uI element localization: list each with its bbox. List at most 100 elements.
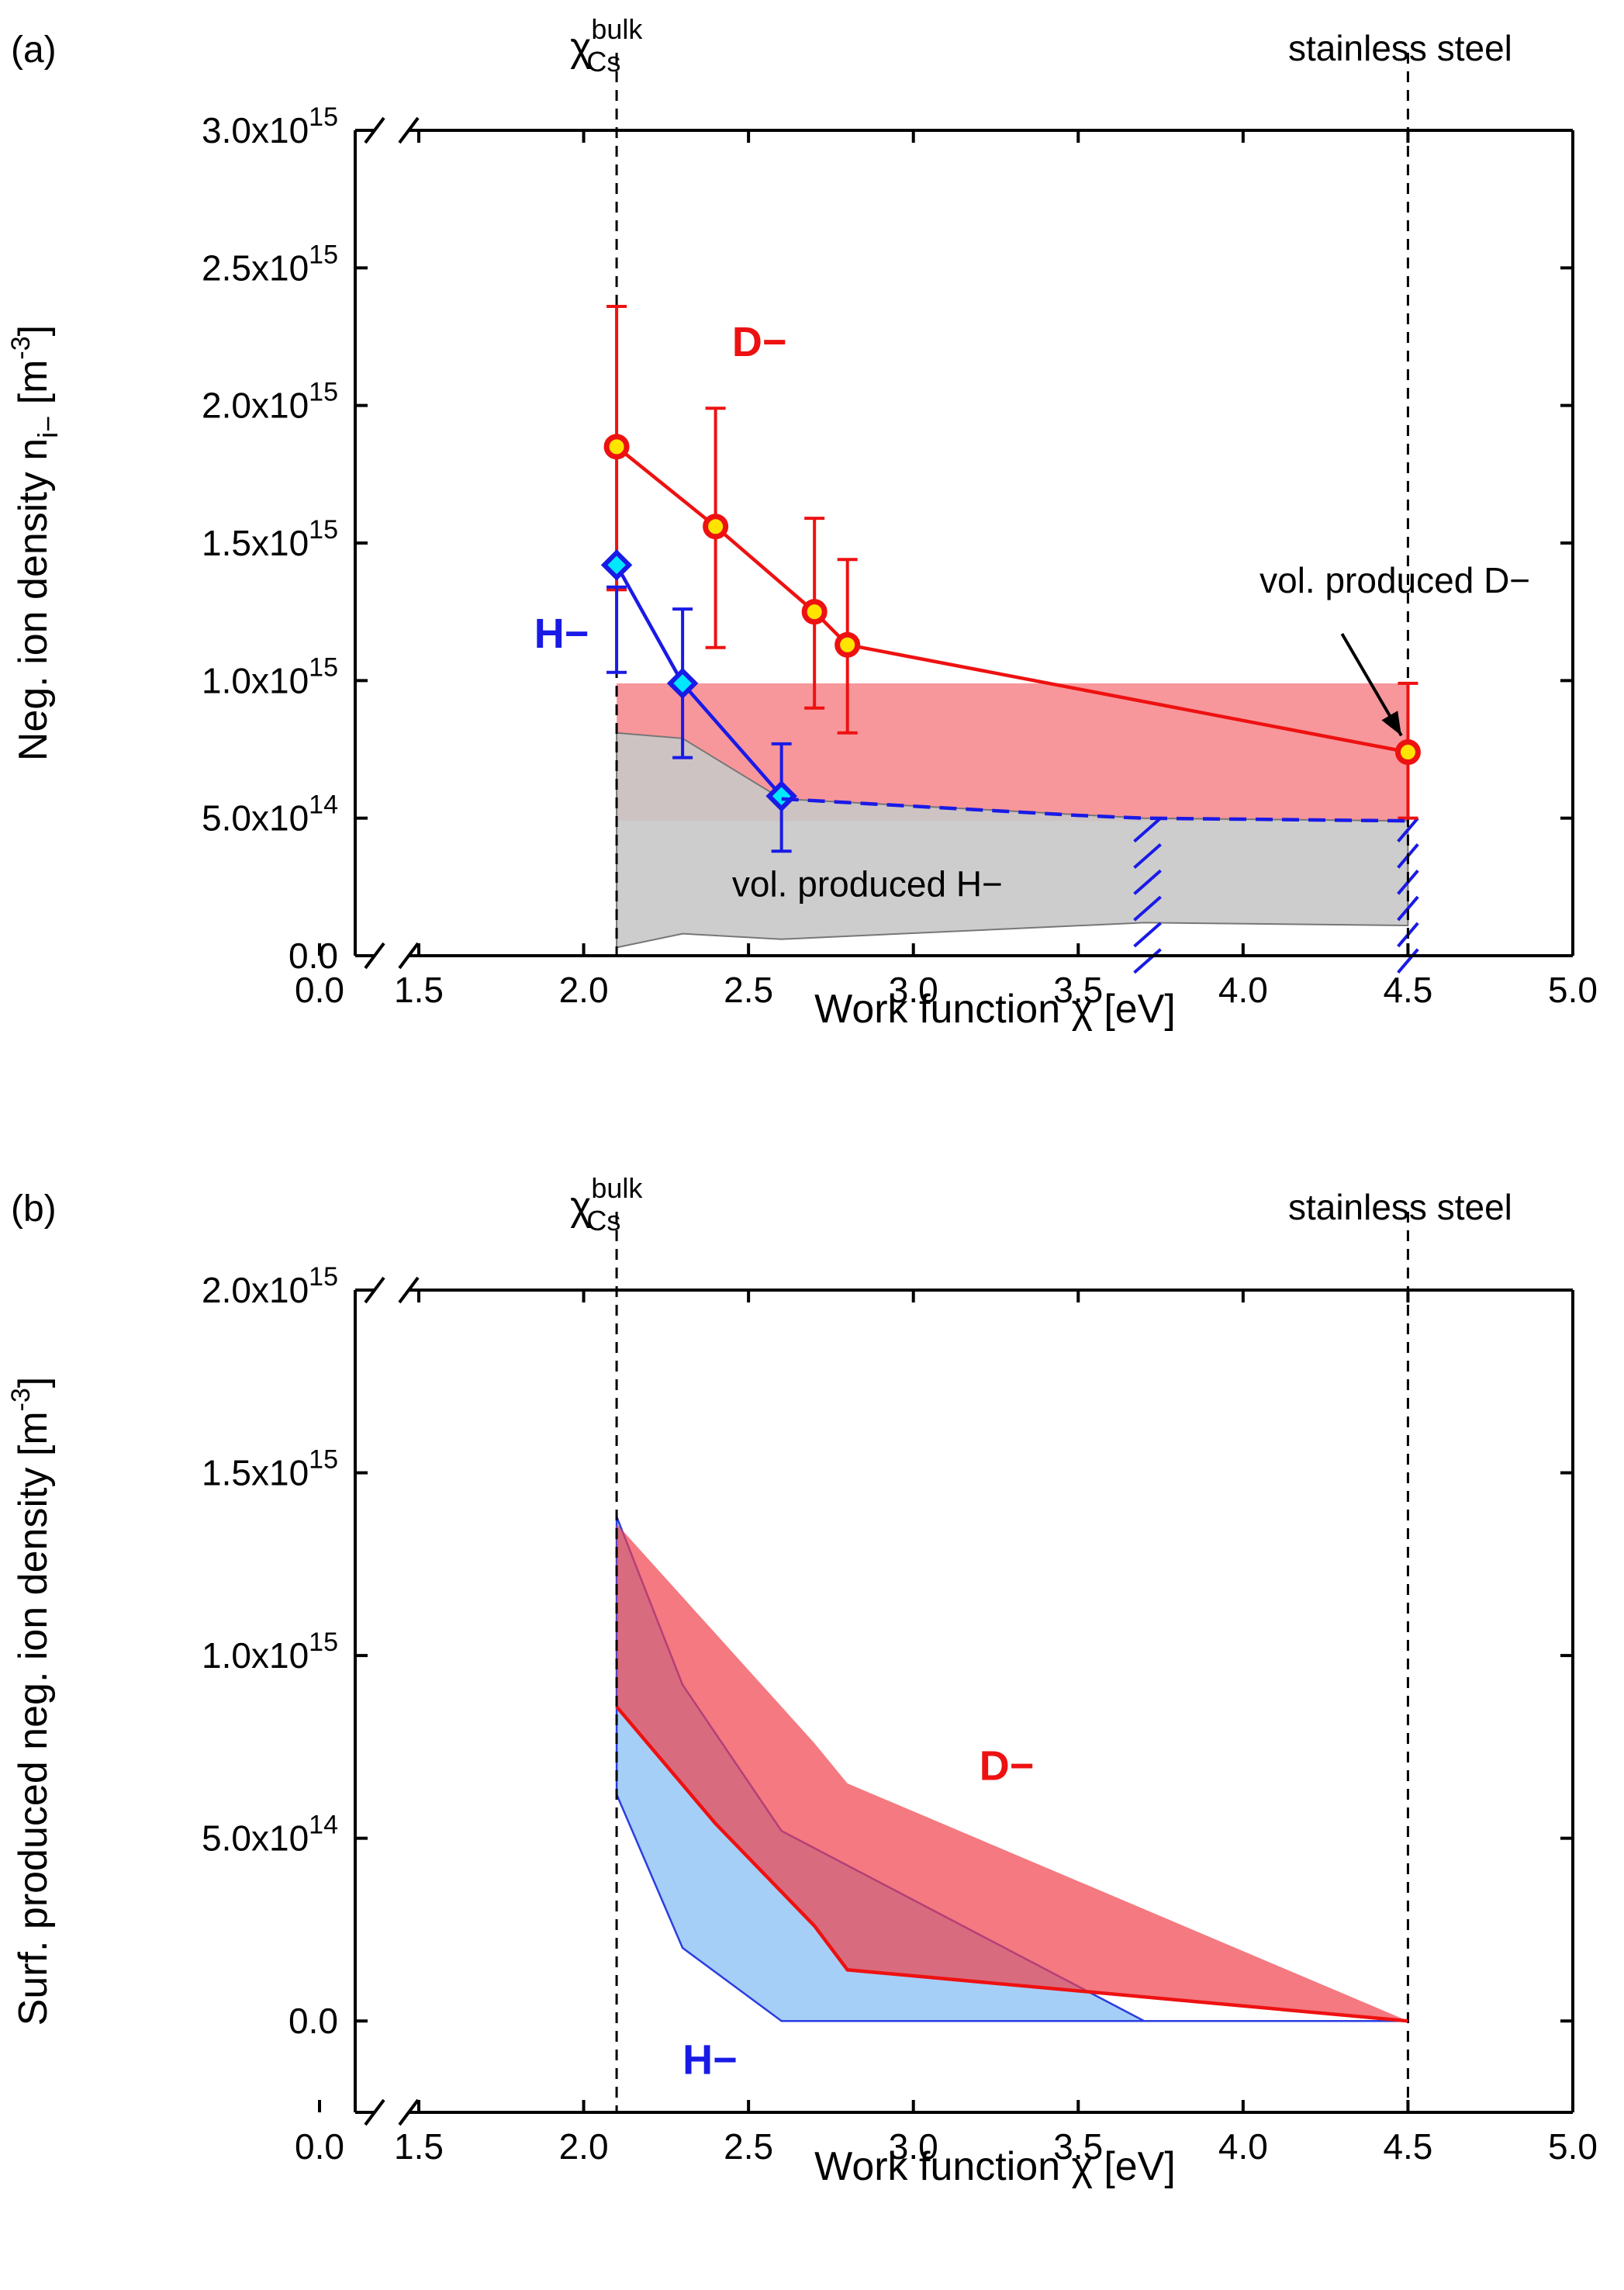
cs-subscript: Cs: [586, 1205, 620, 1237]
y-tick-mantissa: 0.0: [289, 2001, 338, 2041]
chi-cs-bulk-label: χbulk Cs: [570, 13, 643, 78]
chi-symbol: χ: [570, 1184, 591, 1229]
panel-a-chart: χbulk Cs stainless steel D− H− vol. produced …: [6, 13, 1598, 1032]
x-axis-label: Work function χ [eV]: [814, 2144, 1176, 2189]
hatch-line: [1397, 895, 1419, 922]
axes: [318, 116, 1574, 970]
y-tick-mantissa: 2.0x10: [202, 386, 309, 426]
y-axis-label-unit-close: ]: [11, 1377, 56, 1388]
x-tick-label: 3.5: [1053, 970, 1103, 1010]
hatch-line: [1133, 869, 1162, 895]
chi-cs-bulk-label: χbulk Cs: [570, 1172, 643, 1237]
series-annotation: D−: [732, 319, 787, 365]
data-point: [1394, 739, 1421, 766]
y-tick-label: 1.0x1015: [202, 652, 338, 700]
series-line: [615, 1705, 1408, 2023]
x-tick-label: 2.5: [724, 2126, 773, 2167]
x-tick-label: 0.0: [295, 2126, 344, 2167]
y-axis-label: Neg. ion density ni− [m-3]: [6, 325, 64, 761]
x-tick-label: 0.0: [295, 970, 344, 1010]
hatch-line: [1133, 948, 1162, 974]
data-point: [703, 514, 729, 540]
bulk-superscript: bulk: [591, 1172, 643, 1204]
cs-subscript: Cs: [586, 46, 620, 78]
data-point: [801, 599, 828, 625]
axis-break-mark: [398, 116, 420, 144]
y-tick-label: 3.0x1015: [202, 102, 338, 150]
bulk-superscript: bulk: [591, 13, 643, 45]
x-tick-label: 3.5: [1053, 2126, 1103, 2167]
y-tick-mantissa: 5.0x10: [202, 1818, 309, 1859]
hatch-line: [1133, 842, 1162, 869]
panel-b-chart: χbulk Cs stainless steel D− H− 1.5 2.0 2.5 3.0 3.…: [6, 1172, 1598, 2189]
stainless-steel-label: stainless steel: [1288, 1187, 1512, 1227]
x-tick-label: 3.0: [889, 970, 938, 1010]
x-tick-label: 4.0: [1218, 2126, 1268, 2167]
band-second: [616, 732, 1409, 949]
axis-break-mark: [398, 942, 420, 970]
series-line: [781, 797, 1408, 823]
band-first: [617, 683, 1408, 822]
data-point: [600, 549, 633, 581]
hatched-region: [1133, 817, 1162, 974]
panel-label: (a): [11, 29, 57, 71]
y-tick-mantissa: 1.0x10: [202, 1635, 309, 1676]
axis-break-mark: [398, 2098, 420, 2126]
y-tick-exponent: 15: [309, 102, 338, 132]
data-point: [603, 434, 630, 460]
hatch-line: [1133, 922, 1162, 948]
hatch-line: [1133, 817, 1162, 843]
y-tick-mantissa: 1.5x10: [202, 523, 309, 563]
panel-label: (b): [11, 1188, 57, 1230]
y-axis-label: Surf. produced neg. ion density [m-3]: [6, 1377, 56, 2026]
x-tick-label: 1.5: [394, 970, 444, 1010]
axis-break-mark: [364, 942, 385, 970]
stainless-steel-label: stainless steel: [1288, 28, 1512, 68]
x-tick-label: 5.0: [1548, 2126, 1598, 2167]
chi-symbol: χ: [570, 25, 591, 70]
band-second: [617, 1524, 1408, 2022]
y-tick-label: 2.0x1015: [202, 1262, 338, 1310]
data-point: [666, 667, 699, 700]
x-tick-label: 4.5: [1383, 2126, 1432, 2167]
y-axis-label-subscript: i−: [32, 416, 64, 438]
series-annotation: D−: [980, 1742, 1035, 1789]
arrow-head: [1381, 711, 1401, 736]
y-tick-label: 5.0x1014: [202, 790, 338, 839]
x-tick-label: 1.5: [394, 2126, 444, 2167]
x-tick-label: 3.0: [889, 2126, 938, 2167]
y-tick-exponent: 15: [309, 515, 338, 545]
y-axis-label-unit: [m: [11, 360, 56, 416]
y-axis-label-text: Surf. produced neg. ion density: [11, 1468, 56, 2026]
y-tick-exponent: 14: [309, 790, 338, 820]
y-tick-label: 1.5x1015: [202, 515, 338, 563]
y-tick-exponent: 15: [309, 1628, 338, 1657]
hatch-line: [1133, 895, 1162, 922]
y-tick-label: 2.0x1015: [202, 378, 338, 426]
y-tick-label: 0.0: [289, 936, 338, 976]
series-annotation: H−: [534, 611, 589, 657]
axis-break-mark: [364, 1276, 385, 1304]
y-axis-label-text: Neg. ion density n: [11, 438, 56, 761]
y-tick-label: 0.0: [289, 2001, 338, 2041]
y-axis-label-unit-exponent: -3: [6, 336, 36, 359]
axis-break-mark: [364, 116, 385, 144]
y-tick-label: 1.0x1015: [202, 1628, 338, 1676]
y-tick-mantissa: 1.0x10: [202, 660, 309, 700]
y-axis-label-unit-exponent: -3: [6, 1388, 36, 1411]
hatch-line: [1397, 948, 1419, 974]
x-tick-label: 4.5: [1383, 970, 1432, 1010]
y-tick-label: 2.5x1015: [202, 240, 338, 288]
data-point: [765, 780, 797, 812]
series-annotation: vol. produced H−: [732, 864, 1003, 905]
y-tick-label: 1.5x1015: [202, 1445, 338, 1493]
x-tick-label: 2.0: [559, 2126, 609, 2167]
x-tick-label: 2.5: [724, 970, 773, 1010]
y-tick-exponent: 14: [309, 1811, 338, 1840]
y-tick-mantissa: 3.0x10: [202, 110, 309, 150]
y-tick-exponent: 15: [309, 240, 338, 269]
data-point: [834, 631, 861, 658]
axes: [318, 1276, 1574, 2126]
y-tick-exponent: 15: [309, 652, 338, 682]
